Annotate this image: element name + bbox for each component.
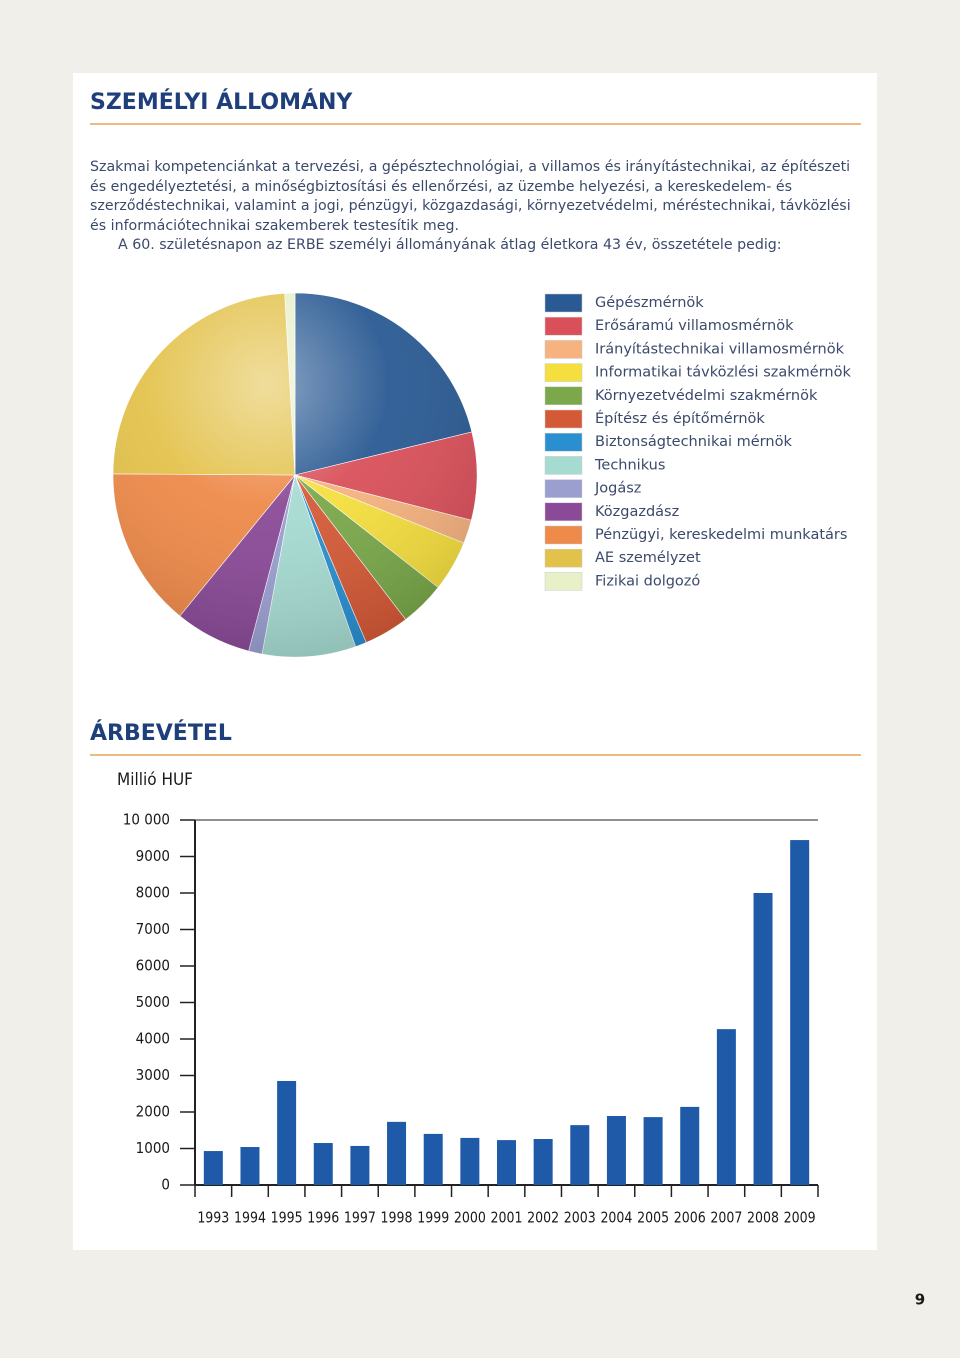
y-tick-label: 6000 [136, 957, 170, 975]
legend-label: Irányítástechnikai villamosmérnök [595, 341, 845, 357]
legend-swatch [544, 293, 583, 313]
y-axis-label: Millió HUF [117, 770, 193, 790]
legend-label: Fizikai dolgozó [595, 573, 700, 589]
legend-label: Közgazdász [595, 504, 679, 520]
y-tick-label: 3000 [136, 1066, 170, 1084]
x-tick-label: 2002 [527, 1209, 559, 1227]
bar [497, 1140, 516, 1185]
y-tick-label: 4000 [136, 1030, 170, 1048]
y-tick-label: 5000 [136, 993, 170, 1011]
legend-swatch [544, 432, 583, 452]
x-tick-label: 1993 [197, 1209, 229, 1227]
legend-swatch [544, 409, 583, 429]
y-tick-label: 0 [161, 1176, 170, 1194]
bar [606, 1116, 626, 1185]
content-panel [73, 73, 877, 1250]
x-tick-label: 1995 [271, 1209, 303, 1227]
x-tick-label: 2007 [710, 1209, 742, 1227]
bar [203, 1151, 223, 1185]
paragraph: Szakmai kompetenciánkat a tervezési, a g… [90, 159, 851, 234]
section-title: SZEMÉLYI ÁLLOMÁNY [90, 89, 353, 115]
bar [460, 1137, 480, 1185]
bar [680, 1106, 700, 1185]
x-tick-label: 1996 [307, 1209, 339, 1227]
bar [313, 1143, 333, 1185]
y-tick-label: 8000 [136, 884, 170, 902]
legend-label: Informatikai távközlési szakmérnök [595, 365, 851, 381]
y-tick-label: 1000 [136, 1139, 170, 1157]
x-tick-label: 1994 [234, 1209, 266, 1227]
x-tick-label: 2001 [491, 1209, 523, 1227]
bar [643, 1117, 663, 1185]
bar [716, 1029, 736, 1185]
legend-label: Építész és építőmérnök [595, 410, 765, 427]
legend-swatch [544, 525, 583, 545]
legend-swatch [544, 386, 583, 406]
pie-slice [112, 292, 296, 476]
x-tick-label: 2006 [674, 1209, 706, 1227]
legend-label: Technikus [594, 457, 665, 473]
legend-swatch [544, 340, 583, 359]
x-tick-label: 1999 [417, 1209, 449, 1227]
legend-label: Gépészmérnök [595, 295, 704, 311]
bar [570, 1125, 590, 1185]
bar [350, 1145, 370, 1185]
bar [387, 1121, 407, 1185]
x-tick-label: 2003 [564, 1209, 596, 1227]
y-tick-label: 9000 [136, 847, 170, 865]
bar [277, 1080, 297, 1185]
y-tick-label: 7000 [136, 920, 170, 938]
legend-swatch [544, 456, 583, 475]
bar [240, 1147, 260, 1185]
legend-swatch [544, 572, 583, 591]
x-tick-label: 2008 [747, 1209, 779, 1227]
legend-label: AE személyzet [595, 550, 701, 566]
x-tick-label: 1998 [381, 1209, 413, 1227]
chart-title: ÁRBEVÉTEL [90, 720, 232, 746]
page-number: 9 [915, 1291, 925, 1309]
legend-swatch [544, 502, 583, 522]
y-tick-label: 2000 [136, 1103, 170, 1121]
x-tick-label: 2005 [637, 1209, 669, 1227]
y-tick-label: 10 000 [123, 811, 170, 829]
legend-label: Pénzügyi, kereskedelmi munkatárs [595, 527, 847, 543]
x-tick-label: 2004 [600, 1209, 632, 1227]
paragraph: A 60. születésnapon az ERBE személyi áll… [118, 237, 782, 253]
bar [533, 1139, 553, 1185]
legend-label: Jogász [594, 481, 641, 497]
x-tick-label: 2009 [784, 1209, 816, 1227]
x-tick-label: 2000 [454, 1209, 486, 1227]
bar [753, 893, 773, 1185]
bar [790, 840, 810, 1185]
legend-swatch [544, 363, 583, 382]
legend-label: Biztonságtechnikai mérnök [595, 434, 792, 450]
bar [423, 1133, 443, 1185]
legend-swatch [544, 479, 583, 498]
legend-swatch [544, 316, 583, 336]
legend-label: Erősáramú villamosmérnök [595, 318, 794, 334]
x-tick-label: 1997 [344, 1209, 376, 1227]
legend-label: Környezetvédelmi szakmérnök [595, 388, 818, 404]
legend-swatch [544, 548, 583, 568]
